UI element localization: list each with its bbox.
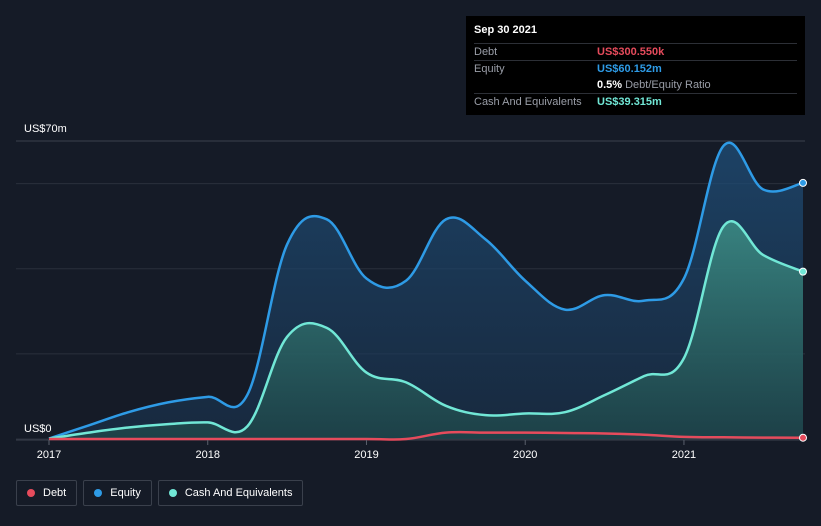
tooltip-ratio-row: 0.5% Debt/Equity Ratio: [474, 77, 797, 93]
axis-labels: US$70m US$0: [24, 123, 67, 435]
tooltip-equity-row: Equity US$60.152m: [474, 60, 797, 77]
tooltip-debt-row: Debt US$300.550k: [474, 43, 797, 60]
tooltip-cash-row: Cash And Equivalents US$39.315m: [474, 93, 797, 110]
tooltip-date: Sep 30 2021: [474, 24, 537, 36]
tooltip-cash-label: Cash And Equivalents: [474, 95, 582, 108]
debt-dot-icon: [27, 489, 35, 497]
x-tick-label: 2021: [672, 449, 696, 461]
debt-line: [49, 430, 804, 441]
tooltip-ratio-label: Debt/Equity Ratio: [625, 78, 711, 91]
debt-end-marker: [799, 433, 807, 442]
x-tick-label: 2017: [37, 449, 61, 461]
x-tick-label: 2020: [513, 449, 537, 461]
cash-and-equivalents-end-marker: [799, 267, 807, 276]
legend-label-equity: Equity: [110, 487, 141, 499]
tooltip-cash-value: US$39.315m: [597, 95, 662, 108]
tooltip-ratio-value: 0.5%: [597, 78, 623, 91]
tooltip-equity-value: US$60.152m: [597, 62, 662, 75]
cash-and-equivalents-line: [48, 220, 804, 440]
series-end-markers: [799, 178, 807, 442]
x-tick-label: 2018: [195, 449, 219, 461]
data-tooltip: Sep 30 2021 Debt US$300.550k Equity US$6…: [466, 16, 805, 115]
equity-dot-icon: [94, 489, 103, 497]
legend-label-cash: Cash And Equivalents: [184, 487, 293, 499]
equity-area: [49, 142, 803, 439]
cash-dot-icon: [168, 489, 177, 497]
chart-legend: Debt Equity Cash And Equivalents: [16, 480, 304, 506]
y-axis-top-label: US$70m: [24, 123, 67, 135]
y-axis-bottom-label: US$0: [24, 423, 52, 435]
legend-item-debt[interactable]: Debt: [16, 480, 78, 506]
x-tick-label: 2019: [354, 449, 378, 461]
tooltip-equity-label: Equity: [474, 62, 505, 75]
tooltip-debt-value: US$300.550k: [597, 45, 665, 58]
equity-end-marker: [799, 178, 807, 187]
legend-item-equity[interactable]: Equity: [83, 480, 152, 506]
series-lines: [48, 141, 804, 441]
equity-line: [48, 141, 804, 440]
x-axis-ticks: 2017 2018 2019 2020 2021: [37, 440, 696, 461]
legend-item-cash[interactable]: Cash And Equivalents: [157, 480, 304, 506]
legend-label-debt: Debt: [43, 487, 67, 499]
tooltip-debt-label: Debt: [474, 45, 498, 58]
